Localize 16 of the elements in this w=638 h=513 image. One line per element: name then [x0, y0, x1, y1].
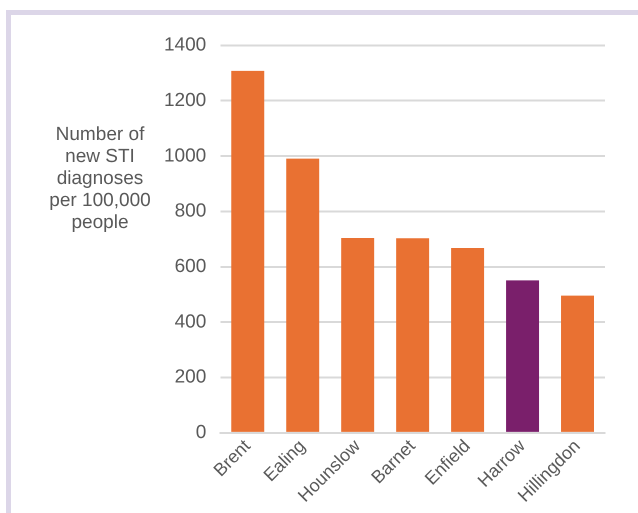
bar	[451, 248, 484, 432]
y-tick-label: 1000	[164, 145, 206, 166]
bar	[561, 296, 594, 432]
bar	[506, 280, 540, 432]
y-tick-label: 0	[196, 422, 206, 444]
y-tick-label: 600	[174, 256, 206, 278]
bar	[286, 158, 320, 432]
bar	[341, 238, 374, 432]
y-axis-title: Number of new STI diagnoses per 100,000 people	[48, 124, 152, 234]
y-tick-label: 200	[174, 366, 206, 388]
bar	[231, 70, 264, 432]
y-tick-label: 400	[174, 311, 206, 332]
y-tick-label: 800	[174, 200, 206, 222]
y-tick-label: 1200	[164, 90, 206, 111]
y-tick-label: 1400	[164, 34, 206, 56]
bar	[396, 238, 430, 432]
